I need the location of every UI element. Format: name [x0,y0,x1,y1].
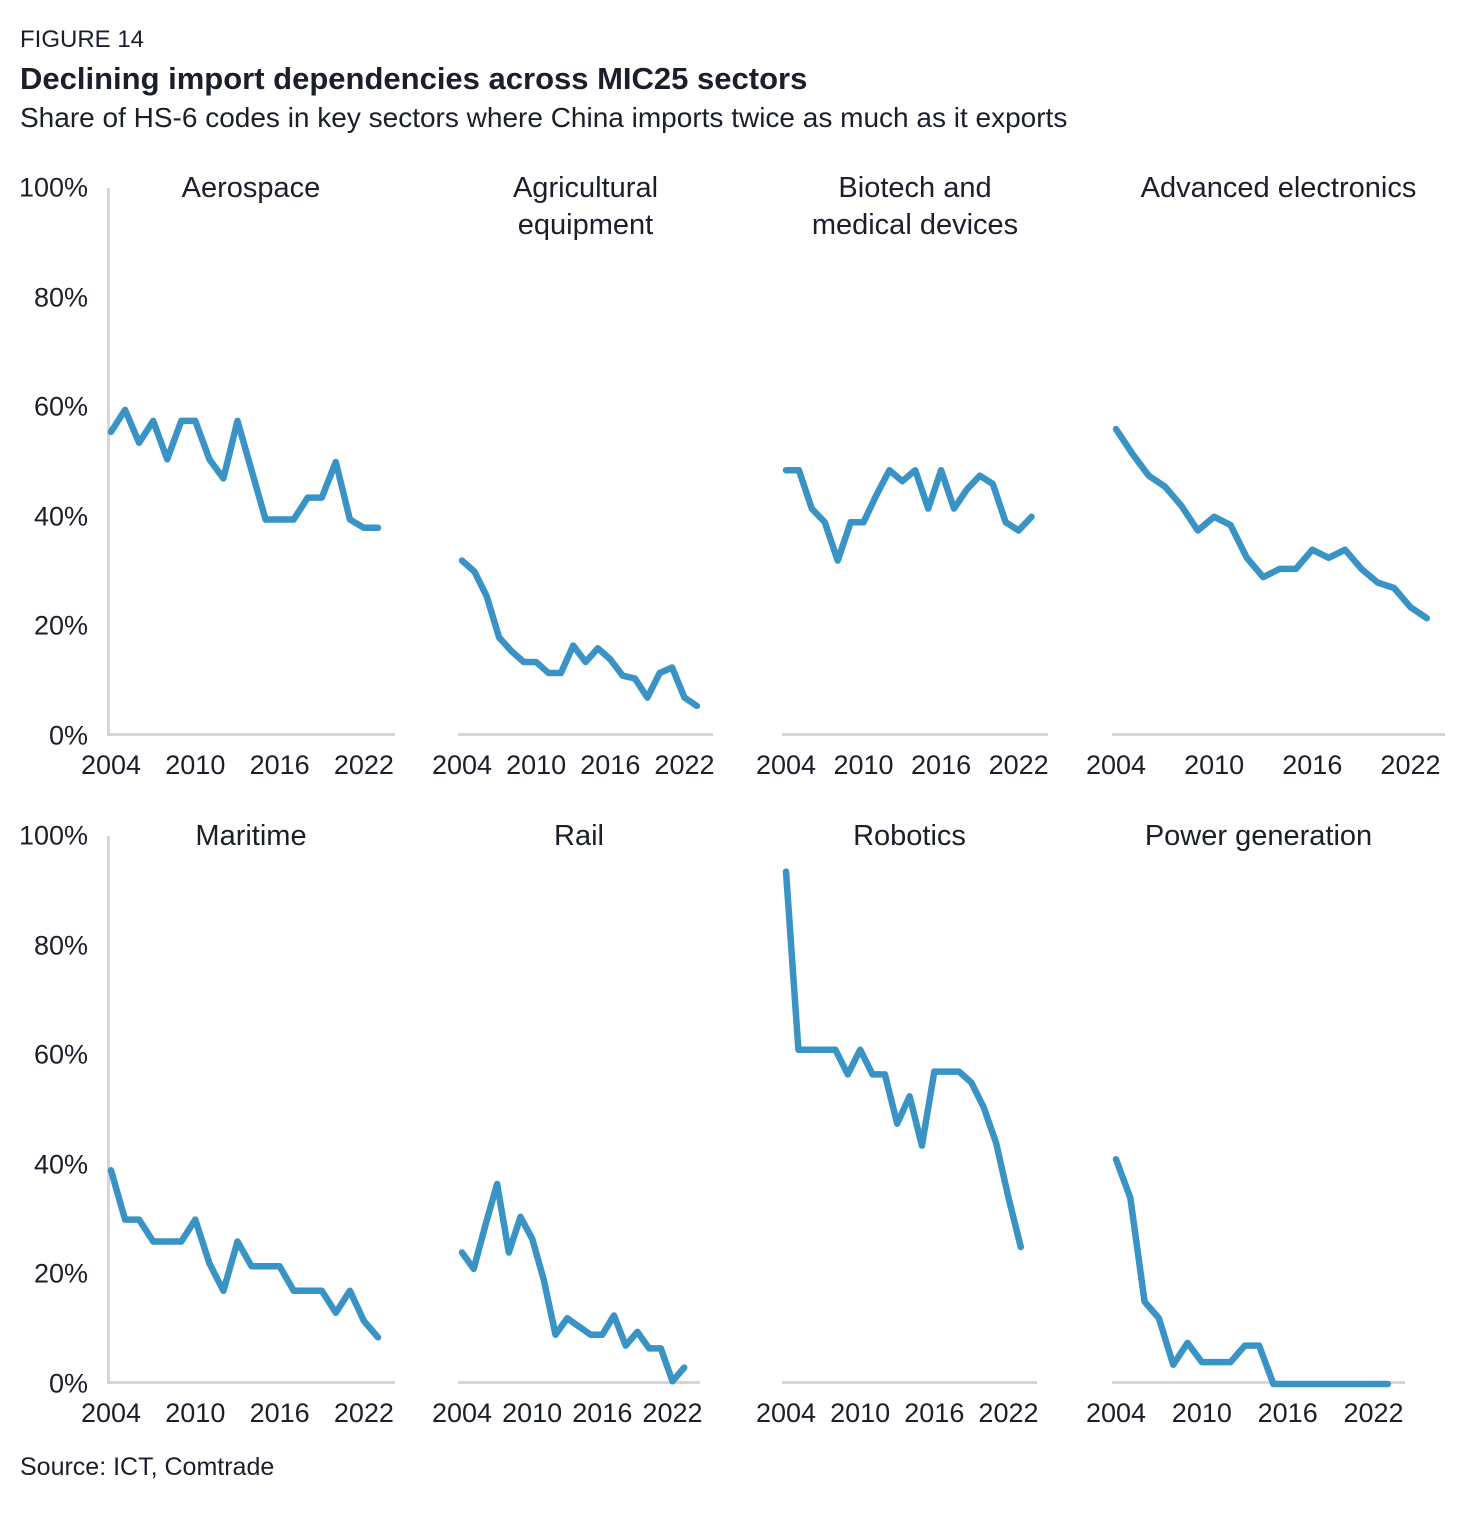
x-tick-label: 2022 [642,1398,702,1428]
chart-title: Robotics [853,820,966,852]
data-line [107,1167,382,1341]
chart-advanced-electronics: Advanced electronics 2004 2010 2016 2022 [1086,170,1445,786]
figure-label: FIGURE 14 [20,26,145,53]
x-tick-label: 2022 [978,1398,1038,1428]
x-tick-label: 2010 [165,750,225,780]
x-tick-label: 2004 [756,750,816,780]
x-tick-label: 2022 [334,1398,394,1428]
x-tick-label: 2004 [756,1398,816,1428]
x-tick-label: 2010 [1184,750,1244,780]
charts-grid: 100% 80% 60% 40% 20% 0% Aerospace 2004 2010 201… [0,170,1473,1434]
x-tick-label: 2010 [1172,1398,1232,1428]
line-chart: 2004 2010 2016 2022 [756,868,1039,1428]
figure-header: FIGURE 14 Declining import dependencies … [0,0,1473,136]
chart-title: Rail [554,820,604,852]
line-chart: 2004 2010 2016 2022 [756,466,1049,780]
y-tick-label: 60% [33,391,88,422]
chart-aerospace: Aerospace 2004 2010 2016 2022 [81,170,395,786]
x-tick-label: 2016 [580,750,640,780]
line-chart: 2004 2010 2016 2022 [1086,425,1445,780]
y-tick-label: 20% [33,1258,88,1289]
chart-title: Maritime [195,820,307,852]
x-tick-label: 2016 [572,1398,632,1428]
x-tick-label: 2022 [654,750,714,780]
line-chart: 2004 2010 2016 2022 [432,557,715,780]
x-tick-label: 2010 [165,1398,225,1428]
chart-title: Biotech and medical devices [811,172,1019,241]
data-line [458,1180,688,1385]
chart-agricultural-equipment: Agricultural equipment 2004 2010 2016 2022 [432,170,715,786]
chart-title: Advanced electronics [1140,172,1417,204]
chart-row-top: 100% 80% 60% 40% 20% 0% Aerospace 2004 2010 201… [0,170,1473,786]
y-axis-labels: 100% 80% 60% 40% 20% 0% [0,818,88,1434]
data-line [782,466,1035,564]
x-tick-label: 2004 [1086,1398,1146,1428]
line-chart: 2004 2010 2016 2022 [1086,1156,1405,1428]
data-line [458,557,701,710]
data-line [1112,425,1431,622]
y-tick-label: 40% [33,501,88,532]
data-line [782,868,1025,1251]
x-tick-label: 2016 [1282,750,1342,780]
data-line [1112,1156,1392,1388]
x-tick-label: 2022 [989,750,1049,780]
chart-power-generation: Power generation 2004 2010 2016 2022 [1086,818,1405,1434]
chart-title: Power generation [1144,820,1373,852]
x-tick-label: 2022 [1380,750,1440,780]
x-tick-label: 2004 [81,750,141,780]
x-tick-label: 2004 [432,1398,492,1428]
y-tick-label: 0% [48,720,88,751]
x-tick-label: 2004 [1086,750,1146,780]
chart-title: Agricultural equipment [512,172,659,241]
x-tick-label: 2022 [334,750,394,780]
y-tick-label: 100% [18,172,88,203]
x-tick-label: 2004 [432,750,492,780]
y-tick-label: 100% [18,820,88,851]
y-tick-label: 40% [33,1149,88,1180]
x-tick-label: 2016 [250,1398,310,1428]
x-tick-label: 2010 [502,1398,562,1428]
line-chart: 2004 2010 2016 2022 [81,188,395,780]
chart-maritime: Maritime 2004 2010 2016 2022 [81,818,395,1434]
x-tick-label: 2010 [830,1398,890,1428]
x-tick-label: 2016 [1258,1398,1318,1428]
x-tick-label: 2022 [1343,1398,1403,1428]
x-tick-label: 2016 [904,1398,964,1428]
chart-title: Aerospace [181,172,321,204]
y-axis-labels: 100% 80% 60% 40% 20% 0% [0,170,88,786]
chart-rail: Rail 2004 2010 2016 2022 [432,818,703,1434]
chart-robotics: Robotics 2004 2010 2016 2022 [756,818,1039,1434]
line-chart: 2004 2010 2016 2022 [432,1180,703,1428]
line-chart: 2004 2010 2016 2022 [81,836,395,1428]
figure-subtitle: Share of HS-6 codes in key sectors where… [20,102,1068,133]
x-tick-label: 2004 [81,1398,141,1428]
y-tick-label: 0% [48,1368,88,1399]
source-note: Source: ICT, Comtrade [20,1453,275,1481]
x-tick-label: 2010 [506,750,566,780]
y-tick-label: 80% [33,930,88,961]
x-tick-label: 2016 [911,750,971,780]
data-line [107,406,382,532]
y-tick-label: 60% [33,1039,88,1070]
figure-title: Declining import dependencies across MIC… [20,61,808,96]
x-tick-label: 2010 [833,750,893,780]
y-tick-label: 80% [33,282,88,313]
x-tick-label: 2016 [250,750,310,780]
y-tick-label: 20% [33,610,88,641]
chart-row-bottom: 100% 80% 60% 40% 20% 0% Maritime 2004 2010 2016… [0,818,1473,1434]
chart-biotech-medical-devices: Biotech and medical devices 2004 2010 2016… [756,170,1049,786]
